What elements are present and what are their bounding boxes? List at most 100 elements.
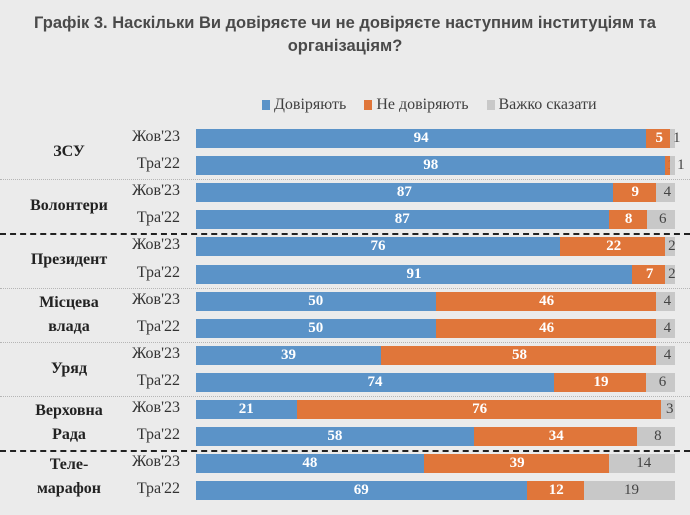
data-label-hard: 6: [659, 211, 667, 228]
data-label-hard: 6: [658, 373, 667, 390]
data-label-distrust: 22: [606, 238, 622, 255]
data-label-distrust: 46: [539, 292, 555, 309]
data-label-hard: 2: [668, 238, 676, 255]
bar-distrust: [435, 291, 656, 311]
legend-label-hard: Важко сказати: [498, 96, 597, 113]
bar-trust: [196, 291, 436, 311]
data-label-hard: 1: [677, 157, 685, 174]
period-label: Тра'22: [136, 371, 180, 389]
legend-swatch-distrust: [364, 100, 373, 110]
bar-hard: [583, 481, 675, 501]
group-label-line: марафон: [37, 480, 101, 498]
bar-hard: [636, 427, 675, 447]
data-label-trust: 76: [370, 238, 386, 255]
bar-trust: [196, 481, 527, 501]
legend: Довіряють Не довіряють Важко сказати: [262, 96, 597, 114]
data-label-trust: 74: [367, 373, 383, 390]
period-label: Тра'22: [136, 480, 180, 498]
data-label-trust: 98: [423, 157, 439, 174]
dashed-separator: [0, 233, 690, 236]
bar-trust: [196, 372, 555, 392]
bar-distrust: [612, 183, 656, 203]
data-label-distrust: 46: [539, 319, 555, 336]
period-label: Тра'22: [136, 209, 180, 227]
dashed-separator: [0, 450, 690, 453]
data-label-hard: 3: [666, 401, 674, 417]
bar-trust: [196, 237, 561, 257]
group-label-line: Уряд: [50, 359, 88, 377]
period-label: Тра'22: [136, 317, 180, 335]
bar-distrust: [423, 454, 609, 474]
group-label: Місцева влада: [4, 291, 134, 339]
dotted-separator: [0, 179, 690, 181]
bar-distrust: [380, 345, 657, 365]
data-label-hard: 4: [663, 346, 672, 363]
legend-item-trust: Довіряють: [262, 96, 346, 114]
legend-label-trust: Довіряють: [274, 96, 347, 113]
bar-trust: [196, 318, 436, 338]
data-label-hard: 19: [623, 482, 639, 499]
period-label: Жов'23: [132, 128, 180, 145]
data-label-hard: 2: [668, 265, 676, 282]
bar-trust: [196, 427, 474, 447]
bar-distrust: [435, 318, 656, 338]
bar-hard: [655, 291, 675, 311]
bar-distrust: [560, 237, 666, 257]
group-label: Верховна Рада: [4, 399, 134, 447]
bar-trust: [196, 454, 424, 474]
bar-hard: [665, 237, 675, 257]
period-label: Жов'23: [132, 344, 180, 362]
bar-distrust: [526, 481, 584, 501]
data-label-hard: 1: [672, 130, 681, 146]
legend-swatch-trust: [262, 100, 270, 110]
data-label-trust: 87: [394, 211, 410, 228]
data-label-distrust: 9: [631, 184, 640, 201]
bar-hard: [655, 183, 675, 203]
bar-distrust: [554, 372, 646, 392]
bar-trust: [196, 129, 647, 148]
bar-hard: [670, 156, 675, 176]
data-label-trust: 91: [406, 265, 422, 282]
bar-trust: [196, 345, 381, 365]
period-label: Тра'22: [136, 426, 180, 444]
data-label-trust: 21: [238, 401, 254, 417]
data-label-distrust: 8: [624, 211, 633, 228]
data-label-trust: 87: [396, 184, 412, 201]
data-label-hard: 8: [654, 428, 662, 445]
data-label-hard: 4: [663, 319, 672, 336]
data-label-trust: 39: [280, 346, 296, 363]
data-label-trust: 58: [327, 428, 343, 445]
group-label: Президент: [4, 248, 134, 272]
dotted-separator: [0, 287, 690, 289]
period-label: Жов'23: [132, 182, 180, 200]
legend-item-distrust: Не довіряють: [364, 96, 469, 114]
period-label: Тра'22: [136, 263, 180, 281]
bar-trust: [196, 400, 297, 419]
bar-hard: [608, 454, 675, 474]
data-label-distrust: 7: [645, 265, 654, 282]
chart-title: Графік 3. Наскільки Ви довіряєте чи не д…: [0, 12, 690, 58]
period-label: Жов'23: [132, 236, 180, 254]
period-label: Жов'23: [132, 399, 180, 416]
bar-distrust: [665, 156, 671, 176]
data-label-trust: 50: [308, 319, 324, 336]
data-label-hard: 4: [663, 292, 672, 309]
bar-hard: [646, 210, 675, 230]
legend-swatch-hard: [486, 100, 495, 110]
bar-distrust: [296, 400, 661, 419]
data-label-distrust: 19: [593, 373, 609, 390]
data-label-hard: 14: [636, 455, 652, 472]
group-label-line: Рада: [52, 426, 86, 444]
group-label: Уряд: [4, 357, 134, 381]
legend-item-hard: Важко сказати: [486, 96, 597, 114]
group-label-line: ЗСУ: [53, 143, 85, 161]
bar-hard: [645, 372, 675, 392]
group-label: ЗСУ: [4, 140, 134, 164]
group-label-line: Теле-: [49, 456, 89, 474]
group-label-line: Верховна: [35, 402, 103, 420]
dotted-separator: [0, 341, 690, 343]
bar-hard: [656, 345, 675, 365]
group-label-line: Місцева: [39, 293, 99, 311]
data-label-distrust: 58: [511, 346, 527, 363]
bar-trust: [196, 183, 613, 203]
